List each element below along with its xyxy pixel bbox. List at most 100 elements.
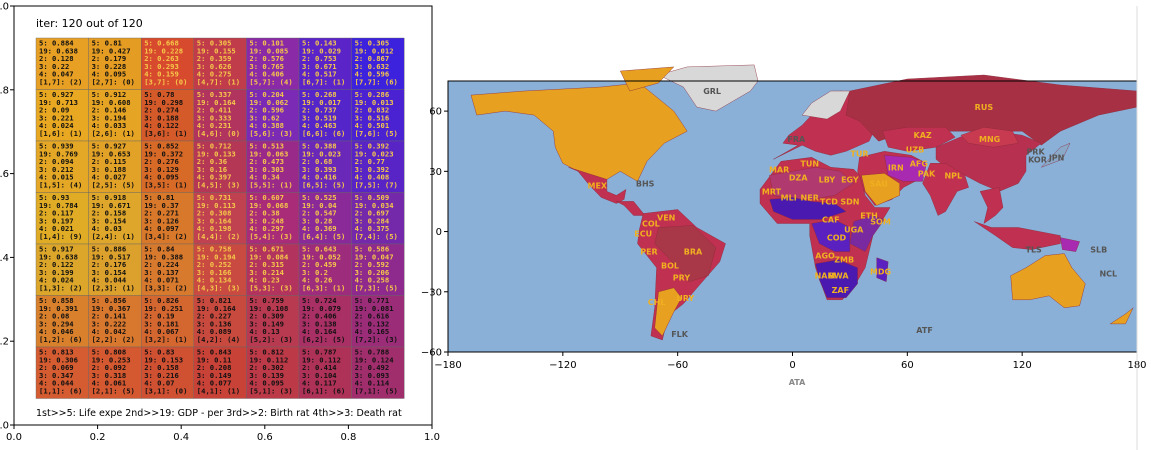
heatmap-cell-text: 4: 0.406 <box>249 70 284 79</box>
map-y-ticks: 60 30 0 −30 −60 <box>421 107 448 359</box>
heatmap-cell-text: 19: 0.034 <box>355 201 394 210</box>
heatmap-cell-text: 19: 0.194 <box>197 252 236 261</box>
heatmap-cell-text: [2,2]: (2) <box>92 335 135 344</box>
heatmap-cell-text: 19: 0.784 <box>39 201 78 210</box>
map-sahel <box>769 197 847 220</box>
map-land-polygons <box>470 64 1138 341</box>
map-country-label: PER <box>640 248 658 257</box>
heatmap-cell-text: 3: 0.216 <box>144 371 179 380</box>
heatmap-cell-text: 4: 0.388 <box>249 121 284 130</box>
heatmap-cell-text: [7,5]: (7) <box>355 181 398 190</box>
heatmap-cell-text: 2: 0.227 <box>197 312 232 321</box>
heatmap-cell-text: [2,7]: (0) <box>92 78 135 87</box>
heatmap-cell-text: 5: 0.852 <box>144 142 179 151</box>
heatmap-cell-text: 3: 0.194 <box>92 113 127 122</box>
heatmap-cell-text: 5: 0.671 <box>249 245 284 254</box>
heatmap-cell-fill <box>88 140 142 193</box>
heatmap-cell-text: [6,2]: (5) <box>302 335 345 344</box>
map-indonesia <box>974 221 1061 250</box>
heatmap-y-tick-label: 0.0 <box>0 421 9 432</box>
heatmap-cell-text: 4: 0.34 <box>249 173 279 182</box>
heatmap-cell-text: 2: 0.867 <box>355 54 390 63</box>
heatmap-cell-text: 19: 0.671 <box>92 201 131 210</box>
heatmap-x-ticks: 0.0 0.2 0.4 0.6 0.8 1.0 <box>6 425 440 443</box>
map-country-label: MAR <box>769 165 789 174</box>
heatmap-cell-text: 19: 0.153 <box>144 355 183 364</box>
heatmap-cell-fill <box>193 37 247 90</box>
heatmap-cell-text: [6,1]: (6) <box>302 387 345 396</box>
heatmap-cell-text: 3: 0.671 <box>302 62 337 71</box>
heatmap-cell-fill <box>351 192 405 245</box>
map-se-asia <box>979 187 1004 224</box>
heatmap-cell-text: [1,5]: (4) <box>39 181 82 190</box>
heatmap-x-tick-label: 0.4 <box>173 432 189 443</box>
heatmap-cell-text: [1,2]: (6) <box>39 335 82 344</box>
heatmap-cell-text: [2,1]: (5) <box>92 387 135 396</box>
heatmap-cell-text: 2: 0.411 <box>197 106 232 115</box>
heatmap-cell-text: 4: 0.408 <box>355 173 390 182</box>
heatmap-cell-fill <box>351 140 405 193</box>
heatmap-cell-text: 5: 0.84 <box>144 245 174 254</box>
heatmap-cell-text: 2: 0.146 <box>92 106 127 115</box>
heatmap-cell-text: 3: 0.284 <box>355 216 390 225</box>
heatmap-cell-text: 19: 0.391 <box>39 304 78 313</box>
heatmap-cell-text: 3: 0.516 <box>355 113 390 122</box>
map-east-africa <box>849 215 885 252</box>
heatmap-cell-text: 3: 0.126 <box>144 216 179 225</box>
heatmap-cell-text: [3,2]: (1) <box>144 335 187 344</box>
map-x-tick-label: 120 <box>1013 360 1032 371</box>
heatmap-cell-fill <box>246 37 300 90</box>
heatmap-cell-text: 4: 0.416 <box>302 173 337 182</box>
heatmap-cell-text: 5: 0.917 <box>39 245 74 254</box>
heatmap-cell-fill <box>298 89 352 142</box>
heatmap-cell-text: 4: 0.095 <box>144 173 179 182</box>
heatmap-cell-text: 3: 0.519 <box>302 113 337 122</box>
map-brazil-interior <box>654 225 717 282</box>
heatmap-cell-text: 2: 0.616 <box>355 312 390 321</box>
heatmap-cell-text: 5: 0.886 <box>92 245 127 254</box>
heatmap-cell-text: 5: 0.724 <box>302 296 337 305</box>
heatmap-cell-text: 4: 0.596 <box>355 70 390 79</box>
map-country-label: MLI <box>781 193 797 202</box>
heatmap-cell-text: 3: 0.137 <box>144 268 179 277</box>
heatmap-cell-text: 2: 0.414 <box>302 363 337 372</box>
heatmap-cell-text: [7,1]: (5) <box>355 387 398 396</box>
heatmap-cell-text: 19: 0.112 <box>249 355 288 364</box>
heatmap-cell-text: [7,4]: (5) <box>355 232 398 241</box>
heatmap-title: iter: 120 out of 120 <box>36 17 143 30</box>
map-png <box>1060 237 1080 252</box>
map-country-label: AFG <box>910 159 928 168</box>
heatmap-cell-fill <box>298 346 352 399</box>
heatmap-y-tick-label: 0.8 <box>0 85 9 96</box>
heatmap-cell-text: [7,6]: (5) <box>355 129 398 138</box>
heatmap-cell-text: 4: 0.046 <box>39 327 74 336</box>
map-country-label: BWA <box>828 272 849 281</box>
heatmap-cell-fill <box>246 140 300 193</box>
map-country-label: TUN <box>800 159 819 168</box>
heatmap-cell-fill <box>88 243 142 296</box>
heatmap-cell-text: 5: 0.912 <box>92 90 127 99</box>
heatmap-cell-text: [4,3]: (3) <box>197 284 240 293</box>
heatmap-cell-fill <box>35 37 89 90</box>
heatmap-cell-text: [1,1]: (6) <box>39 387 82 396</box>
heatmap-cell-text: 3: 0.188 <box>144 113 179 122</box>
heatmap-cell-text: 19: 0.017 <box>302 98 341 107</box>
heatmap-cell-text: [4,1]: (1) <box>197 387 240 396</box>
map-country-label: VEN <box>657 214 675 223</box>
